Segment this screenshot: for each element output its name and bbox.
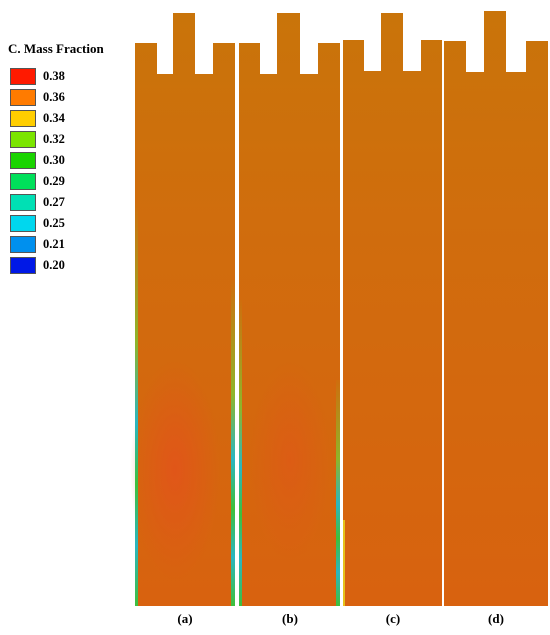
legend-label: 0.29 xyxy=(43,174,65,188)
panel-caption-d: (d) xyxy=(488,611,504,626)
panel-a xyxy=(130,13,235,606)
legend-swatch xyxy=(10,257,36,274)
panel-c-field xyxy=(343,13,442,606)
legend-entry: 0.34 xyxy=(10,110,90,129)
legend-swatch xyxy=(10,173,36,190)
legend-swatch xyxy=(10,131,36,148)
legend-label: 0.20 xyxy=(43,258,65,272)
legend-label: 0.27 xyxy=(43,195,65,209)
legend-label: 0.21 xyxy=(43,237,65,251)
legend-swatch xyxy=(10,89,36,106)
panel-c-left-edge xyxy=(343,520,345,606)
legend-label: 0.30 xyxy=(43,153,65,167)
panel-b xyxy=(239,13,340,606)
panel-d xyxy=(444,11,548,606)
legend-entry: 0.27 xyxy=(10,194,90,213)
legend-entry: 0.29 xyxy=(10,173,90,192)
legend-swatch xyxy=(10,215,36,232)
panel-caption-c: (c) xyxy=(385,611,401,626)
legend-entry: 0.32 xyxy=(10,131,90,150)
legend-swatch xyxy=(10,110,36,127)
legend-label: 0.38 xyxy=(43,69,65,83)
legend-entry: 0.25 xyxy=(10,215,90,234)
legend-entry: 0.30 xyxy=(10,152,90,171)
legend-entry: 0.38 xyxy=(10,68,90,87)
legend-swatch xyxy=(10,194,36,211)
legend-swatch xyxy=(10,68,36,85)
panel-d-field xyxy=(444,11,548,606)
legend-label: 0.34 xyxy=(43,111,65,125)
panel-b-hot-region xyxy=(250,360,330,560)
panel-caption-b: (b) xyxy=(282,611,298,626)
panel-a-right-edge xyxy=(231,280,235,606)
panel-b-left-edge xyxy=(239,300,242,606)
legend-entry: 0.21 xyxy=(10,236,90,255)
legend-swatch xyxy=(10,236,36,253)
legend-entry: 0.20 xyxy=(10,257,90,276)
legend-label: 0.36 xyxy=(43,90,65,104)
panel-c xyxy=(343,13,442,606)
legend-swatch xyxy=(10,152,36,169)
legend-entry: 0.36 xyxy=(10,89,90,108)
panel-b-right-edge xyxy=(336,380,340,606)
panel-caption-a: (a) xyxy=(177,611,193,626)
legend-title: C. Mass Fraction xyxy=(8,41,104,56)
legend-label: 0.32 xyxy=(43,132,65,146)
panel-a-left-edge xyxy=(135,200,138,606)
panel-a-hot-region xyxy=(130,360,220,580)
legend-label: 0.25 xyxy=(43,216,65,230)
